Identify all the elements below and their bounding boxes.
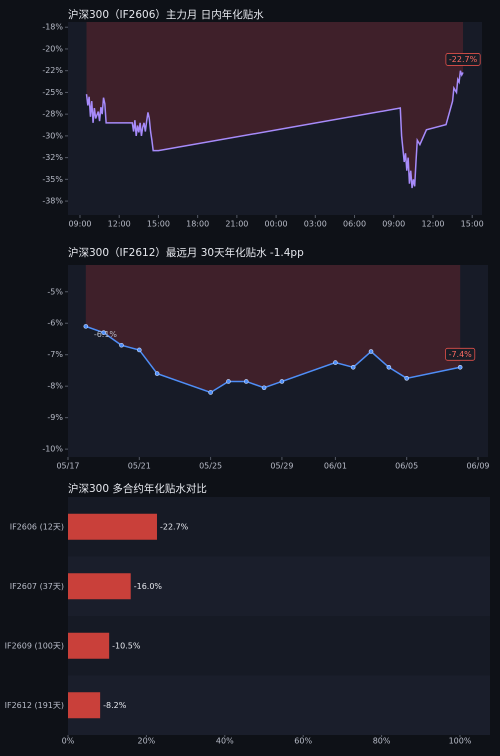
point bbox=[83, 324, 89, 329]
value-label: -10.5% bbox=[112, 641, 141, 650]
end-label: -22.7% bbox=[445, 53, 481, 66]
y-tick-label: -20% bbox=[42, 44, 63, 53]
x-tick-label: 09:00 bbox=[382, 220, 405, 229]
x-tick-label: 12:00 bbox=[421, 220, 444, 229]
bar bbox=[68, 573, 131, 600]
end-label-box bbox=[445, 347, 476, 361]
row-band bbox=[68, 616, 490, 676]
y-category-label: IF2606 (12天) bbox=[10, 522, 64, 531]
y-tick-label: -32% bbox=[42, 153, 63, 162]
x-tick-label: 03:00 bbox=[304, 220, 327, 229]
chart-title: 沪深300（IF2612）最远月 30天年化贴水 -1.4pp bbox=[68, 246, 304, 259]
point bbox=[137, 347, 142, 353]
end-label-box bbox=[445, 53, 481, 66]
x-tick-label: 06/05 bbox=[395, 462, 418, 471]
y-tick-label: -22% bbox=[42, 66, 63, 75]
plot-area bbox=[68, 265, 488, 457]
line bbox=[85, 325, 461, 394]
point bbox=[119, 342, 124, 348]
bar bbox=[68, 513, 157, 540]
x-tick-label: 80% bbox=[373, 737, 391, 746]
start-label: -6.1% bbox=[94, 330, 118, 339]
point bbox=[350, 364, 356, 370]
y-tick-label: -25% bbox=[42, 88, 63, 97]
x-tick-label: 06:00 bbox=[343, 220, 366, 229]
x-tick-label: 00:00 bbox=[265, 220, 288, 229]
point bbox=[208, 390, 213, 395]
y-tick-label: -8% bbox=[47, 382, 63, 391]
value-label: -8.2% bbox=[103, 701, 127, 710]
y-tick-label: -9% bbox=[47, 413, 63, 422]
line bbox=[85, 70, 464, 189]
point bbox=[101, 330, 106, 335]
x-tick-label: 12:00 bbox=[108, 220, 131, 229]
point bbox=[279, 379, 285, 384]
point bbox=[243, 379, 249, 384]
y-tick-label: -6% bbox=[47, 319, 63, 328]
y-tick-label: -5% bbox=[47, 287, 63, 296]
point bbox=[261, 385, 267, 391]
point bbox=[404, 376, 409, 381]
x-tick-label: 60% bbox=[294, 737, 312, 746]
end-label: -7.4% bbox=[445, 347, 476, 361]
bar bbox=[68, 692, 101, 719]
y-tick-label: -10% bbox=[42, 445, 63, 454]
x-tick-label: 09:00 bbox=[68, 220, 91, 229]
point bbox=[368, 349, 374, 354]
y-tick-label: -35% bbox=[42, 175, 63, 184]
x-tick-label: 100% bbox=[449, 737, 472, 746]
x-tick-label: 15:00 bbox=[147, 220, 170, 229]
y-tick-label: -30% bbox=[42, 131, 63, 140]
value-label: -22.7% bbox=[160, 522, 189, 531]
area-fill bbox=[85, 265, 461, 393]
point bbox=[333, 360, 338, 365]
x-tick-label: 05/29 bbox=[270, 462, 293, 471]
y-category-label: IF2612 (191天) bbox=[5, 701, 64, 710]
end-label-text: -22.7% bbox=[449, 55, 478, 64]
chart-title: 沪深300 多合约年化贴水对比 bbox=[68, 482, 207, 495]
x-tick-label: 05/17 bbox=[56, 462, 79, 471]
x-tick-label: 40% bbox=[216, 737, 234, 746]
value-label: -16.0% bbox=[134, 582, 163, 591]
x-tick-label: 05/25 bbox=[199, 462, 222, 471]
y-category-label: IF2607 (37天) bbox=[10, 582, 64, 591]
y-tick-label: -7% bbox=[47, 350, 63, 359]
y-category-label: IF2609 (100天) bbox=[5, 641, 64, 650]
x-tick-label: 21:00 bbox=[225, 220, 248, 229]
row-band bbox=[68, 675, 490, 735]
bar bbox=[68, 632, 110, 659]
end-label-text: -7.4% bbox=[449, 350, 473, 359]
chart-title: 沪深300（IF2606）主力月 日内年化贴水 bbox=[68, 8, 264, 21]
point bbox=[457, 364, 463, 370]
y-tick-label: -38% bbox=[42, 197, 63, 206]
x-tick-label: 18:00 bbox=[186, 220, 209, 229]
row-band bbox=[68, 556, 490, 616]
x-tick-label: 06/09 bbox=[466, 462, 489, 471]
point bbox=[226, 379, 231, 384]
y-tick-label: -18% bbox=[42, 23, 63, 32]
x-tick-label: 20% bbox=[138, 737, 156, 746]
x-tick-label: 15:00 bbox=[461, 220, 484, 229]
x-tick-label: 06/01 bbox=[324, 462, 347, 471]
point bbox=[386, 364, 392, 370]
x-tick-label: 05/21 bbox=[128, 462, 151, 471]
x-tick-label: 0% bbox=[62, 737, 75, 746]
point bbox=[154, 371, 160, 376]
y-tick-label: -28% bbox=[42, 110, 63, 119]
